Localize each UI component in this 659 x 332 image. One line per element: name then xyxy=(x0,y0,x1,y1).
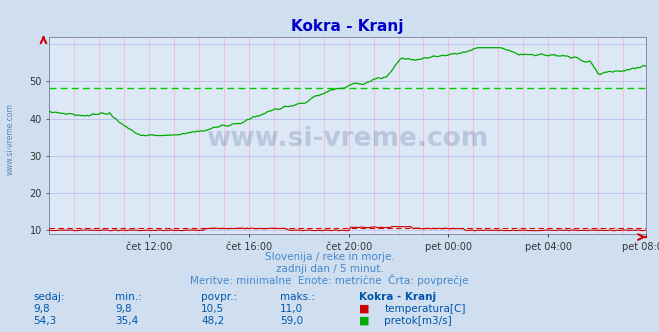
Text: www.si-vreme.com: www.si-vreme.com xyxy=(206,126,489,152)
Text: pretok[m3/s]: pretok[m3/s] xyxy=(384,316,452,326)
Text: min.:: min.: xyxy=(115,292,142,302)
Title: Kokra - Kranj: Kokra - Kranj xyxy=(291,19,404,34)
Text: sedaj:: sedaj: xyxy=(33,292,65,302)
Text: 11,0: 11,0 xyxy=(280,304,303,314)
Text: 48,2: 48,2 xyxy=(201,316,224,326)
Text: ■: ■ xyxy=(359,304,370,314)
Text: zadnji dan / 5 minut.: zadnji dan / 5 minut. xyxy=(275,264,384,274)
Text: Kokra - Kranj: Kokra - Kranj xyxy=(359,292,436,302)
Text: Slovenija / reke in morje.: Slovenija / reke in morje. xyxy=(264,252,395,262)
Text: temperatura[C]: temperatura[C] xyxy=(384,304,466,314)
Text: 59,0: 59,0 xyxy=(280,316,303,326)
Text: 9,8: 9,8 xyxy=(33,304,49,314)
Text: 54,3: 54,3 xyxy=(33,316,56,326)
Text: maks.:: maks.: xyxy=(280,292,315,302)
Text: povpr.:: povpr.: xyxy=(201,292,237,302)
Text: ■: ■ xyxy=(359,316,370,326)
Text: Meritve: minimalne  Enote: metrične  Črta: povprečje: Meritve: minimalne Enote: metrične Črta:… xyxy=(190,274,469,286)
Text: www.si-vreme.com: www.si-vreme.com xyxy=(5,104,14,175)
Text: 35,4: 35,4 xyxy=(115,316,138,326)
Text: 9,8: 9,8 xyxy=(115,304,132,314)
Text: 10,5: 10,5 xyxy=(201,304,224,314)
